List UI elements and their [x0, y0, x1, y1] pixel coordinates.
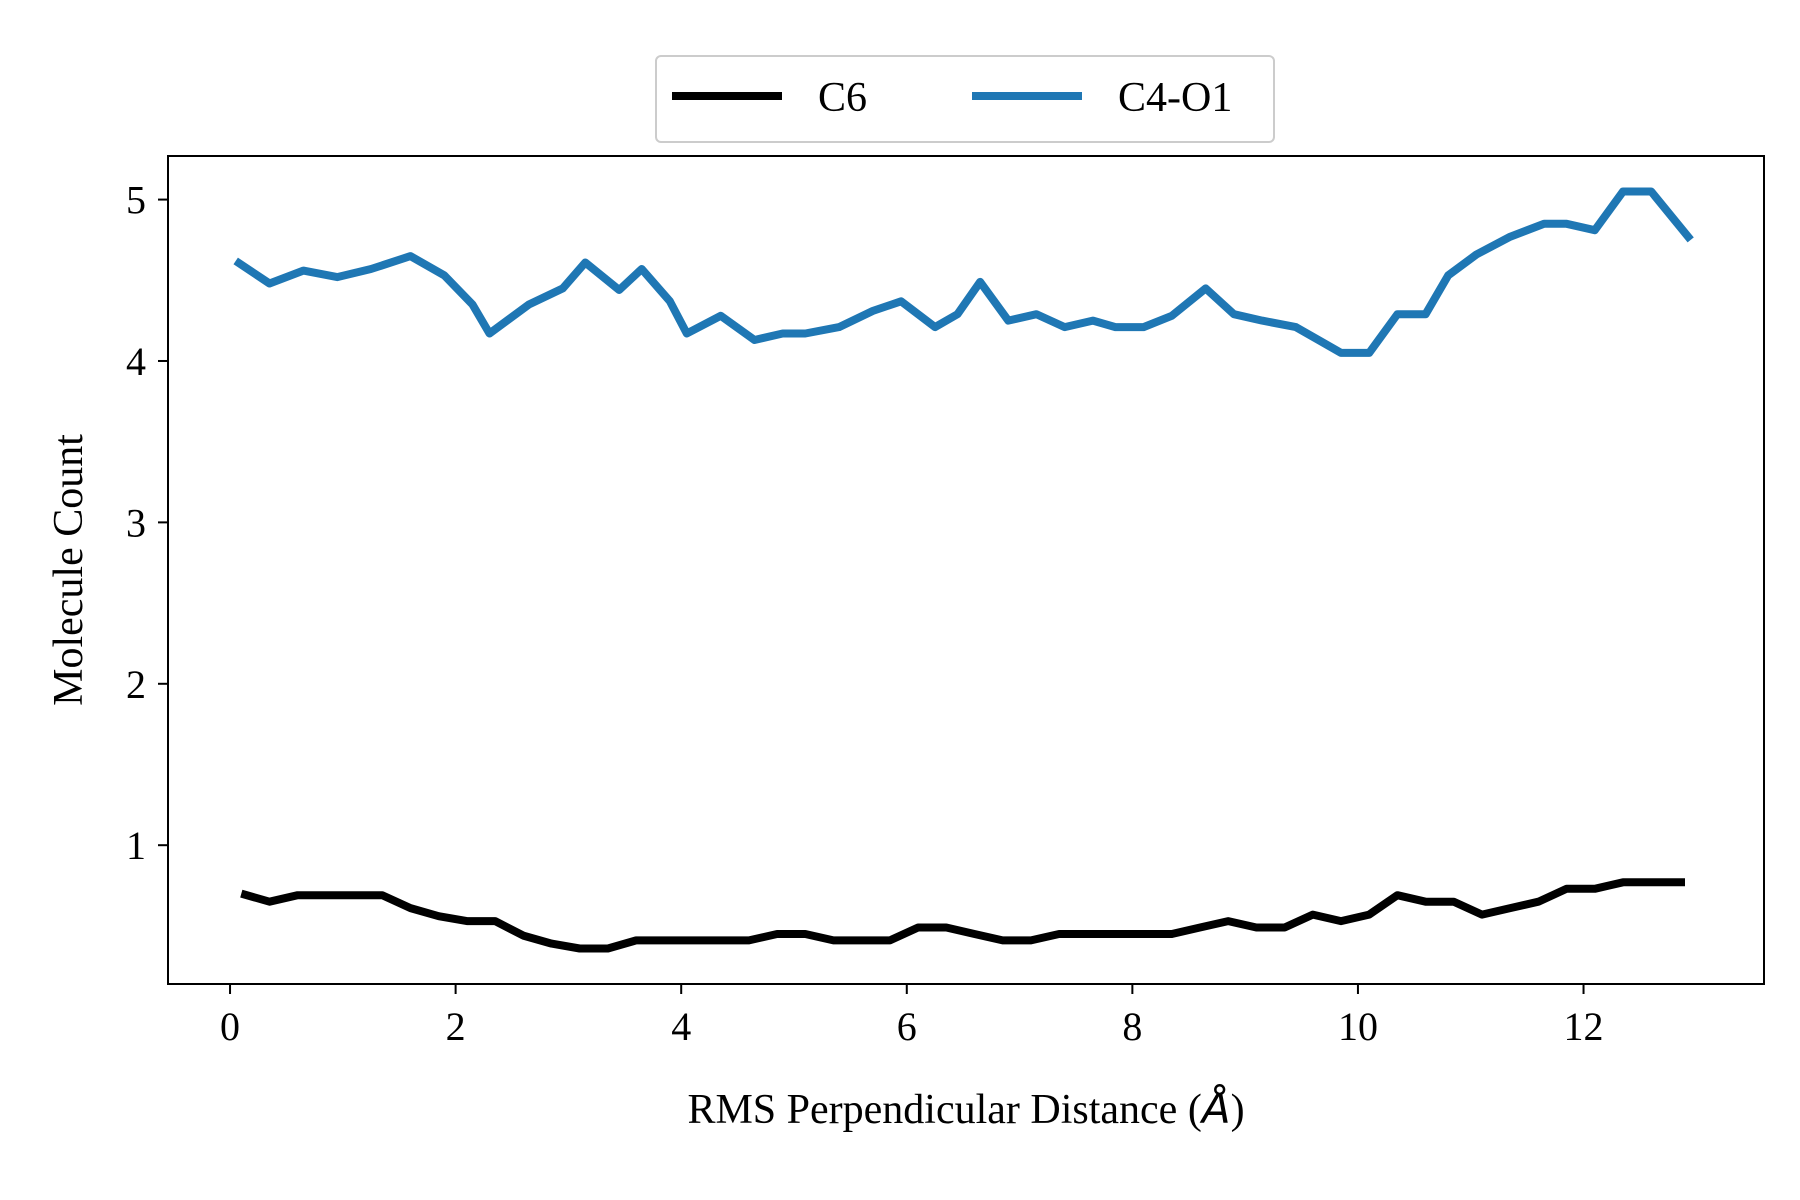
y-tick-label: 2 [126, 662, 146, 707]
series-layer [233, 187, 1694, 953]
y-axis-ticks: 1 2 3 4 5 [126, 178, 168, 868]
legend-box [655, 55, 1275, 143]
x-axis-label-close: ) [1231, 1087, 1245, 1133]
y-tick-label: 4 [126, 339, 146, 384]
x-axis-label: RMS Perpendicular Distance (Å) [687, 1083, 1244, 1133]
legend-label-c4-o1: C4-O1 [1118, 75, 1232, 121]
x-tick-label: 12 [1564, 1004, 1604, 1049]
x-tick-label: 10 [1338, 1004, 1378, 1049]
angstrom-symbol: Å [1199, 1083, 1231, 1133]
series-line-c6 [240, 878, 1685, 953]
y-tick-label: 3 [126, 500, 146, 545]
y-tick-label: 1 [126, 823, 146, 868]
x-tick-label: 6 [897, 1004, 917, 1049]
x-tick-label: 0 [220, 1004, 240, 1049]
x-axis-label-text: RMS Perpendicular Distance ( [687, 1087, 1201, 1133]
plot-frame [167, 155, 1765, 985]
y-axis-label: Molecule Count [46, 434, 92, 706]
y-tick-label: 5 [126, 178, 146, 223]
x-axis-ticks: 0 2 4 6 8 10 12 [220, 984, 1604, 1049]
series-line-c4-o1 [233, 187, 1694, 357]
legend-label-c6: C6 [818, 75, 867, 121]
x-tick-label: 4 [671, 1004, 691, 1049]
x-tick-label: 2 [446, 1004, 466, 1049]
legend: C6 C4-O1 [655, 55, 1275, 143]
x-tick-label: 8 [1122, 1004, 1142, 1049]
